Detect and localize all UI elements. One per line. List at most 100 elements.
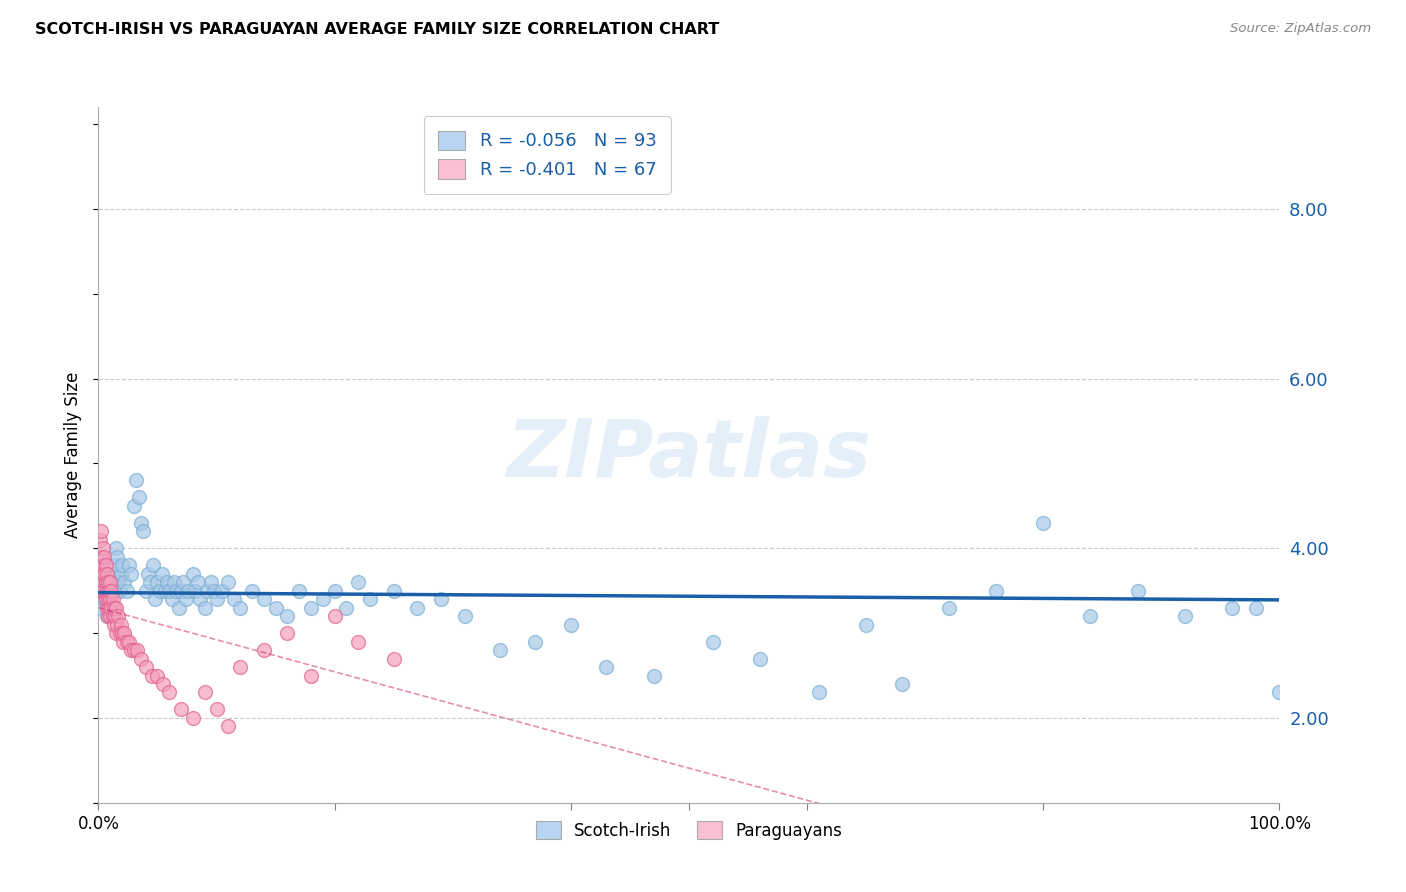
Point: [1244, 600, 1267, 615]
Point: [172, 575, 194, 590]
Point: [118, 558, 141, 573]
Point: [91, 558, 114, 573]
Point: [97, 575, 120, 590]
Point: [112, 626, 135, 640]
Text: SCOTCH-IRISH VS PARAGUAYAN AVERAGE FAMILY SIZE CORRELATION CHART: SCOTCH-IRISH VS PARAGUAYAN AVERAGE FAMIL…: [35, 22, 720, 37]
Point: [129, 516, 152, 530]
Point: [163, 575, 186, 590]
Point: [110, 617, 132, 632]
Point: [202, 583, 225, 598]
Point: [94, 575, 117, 590]
Point: [111, 626, 134, 640]
Point: [1174, 609, 1197, 624]
Point: [105, 600, 128, 615]
Point: [1126, 583, 1149, 598]
Point: [217, 575, 239, 590]
Point: [177, 583, 200, 598]
Point: [94, 592, 117, 607]
Point: [240, 583, 263, 598]
Point: [108, 583, 131, 598]
Text: ZIPatlas: ZIPatlas: [506, 416, 872, 494]
Point: [299, 668, 322, 682]
Point: [90, 583, 112, 598]
Point: [96, 609, 118, 624]
Point: [112, 634, 135, 648]
Point: [149, 583, 172, 598]
Point: [93, 583, 115, 598]
Point: [94, 558, 117, 573]
Point: [136, 566, 159, 581]
Point: [560, 617, 582, 632]
Point: [98, 592, 121, 607]
Point: [93, 566, 115, 581]
Point: [253, 643, 276, 657]
Point: [143, 592, 166, 607]
Point: [157, 685, 180, 699]
Point: [1080, 609, 1102, 624]
Point: [107, 609, 129, 624]
Point: [108, 626, 131, 640]
Point: [184, 583, 207, 598]
Point: [1268, 685, 1291, 699]
Point: [181, 566, 204, 581]
Point: [748, 651, 770, 665]
Point: [174, 592, 197, 607]
Point: [170, 702, 193, 716]
Point: [127, 643, 149, 657]
Point: [453, 609, 475, 624]
Point: [150, 566, 173, 581]
Point: [181, 711, 204, 725]
Point: [347, 575, 370, 590]
Point: [91, 583, 114, 598]
Legend: Scotch-Irish, Paraguayans: Scotch-Irish, Paraguayans: [529, 814, 849, 847]
Point: [89, 558, 111, 573]
Point: [90, 524, 112, 539]
Point: [103, 600, 125, 615]
Point: [167, 600, 190, 615]
Point: [98, 609, 121, 624]
Point: [90, 549, 112, 564]
Point: [217, 719, 239, 733]
Point: [105, 549, 128, 564]
Point: [194, 600, 217, 615]
Point: [200, 575, 222, 590]
Point: [406, 600, 429, 615]
Point: [101, 592, 124, 607]
Point: [229, 600, 252, 615]
Point: [157, 583, 180, 598]
Point: [335, 600, 357, 615]
Point: [299, 600, 322, 615]
Point: [156, 575, 179, 590]
Point: [129, 651, 152, 665]
Point: [98, 592, 121, 607]
Point: [96, 600, 118, 615]
Point: [595, 660, 617, 674]
Point: [359, 592, 381, 607]
Point: [855, 617, 877, 632]
Point: [107, 575, 129, 590]
Point: [121, 643, 143, 657]
Point: [288, 583, 311, 598]
Point: [111, 558, 134, 573]
Point: [1220, 600, 1243, 615]
Point: [91, 549, 114, 564]
Point: [312, 592, 335, 607]
Text: Source: ZipAtlas.com: Source: ZipAtlas.com: [1230, 22, 1371, 36]
Point: [430, 592, 453, 607]
Point: [98, 575, 121, 590]
Point: [98, 600, 121, 615]
Point: [224, 592, 246, 607]
Point: [382, 583, 405, 598]
Point: [807, 685, 830, 699]
Point: [1032, 516, 1054, 530]
Point: [91, 541, 114, 556]
Point: [146, 575, 169, 590]
Point: [101, 609, 124, 624]
Point: [135, 660, 157, 674]
Point: [112, 575, 135, 590]
Point: [264, 600, 287, 615]
Point: [188, 592, 211, 607]
Point: [115, 634, 138, 648]
Point: [165, 583, 187, 598]
Point: [97, 609, 120, 624]
